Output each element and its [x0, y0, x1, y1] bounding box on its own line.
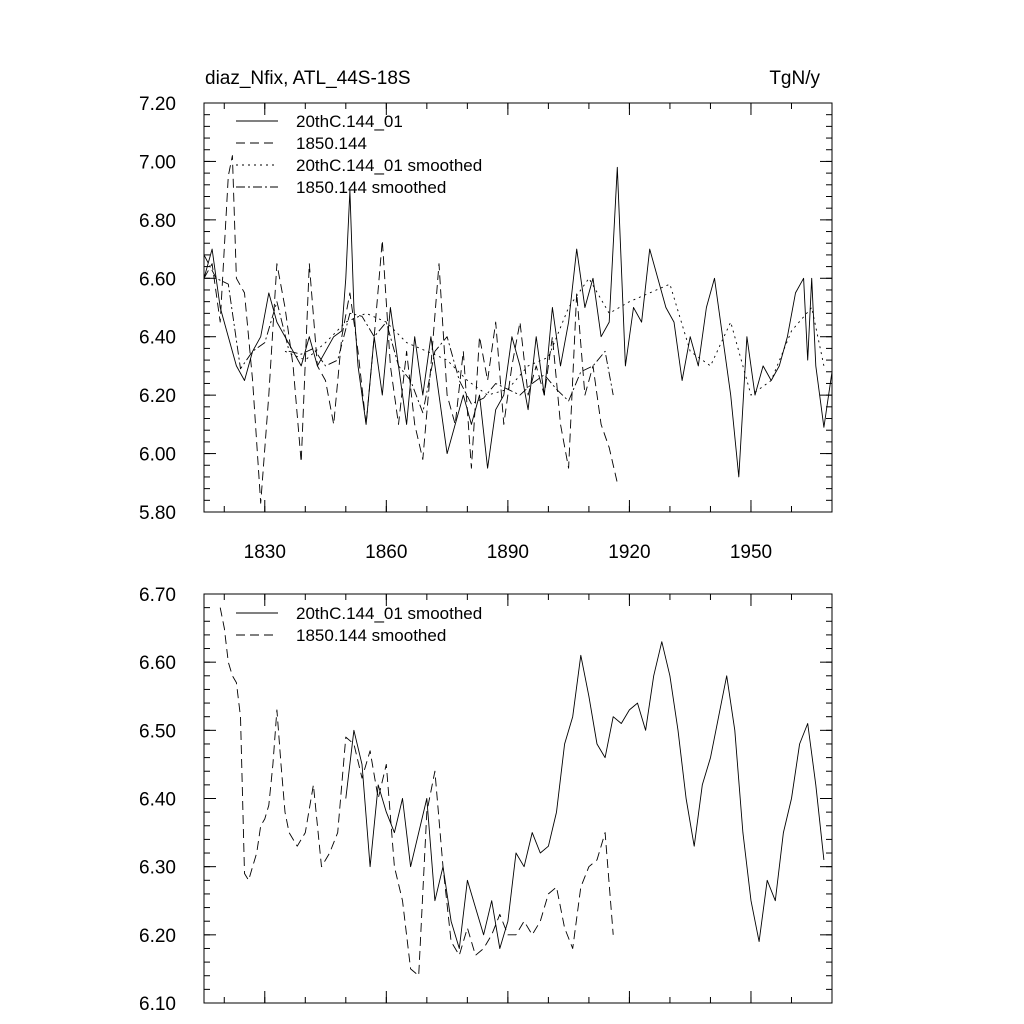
series-line-dashdot — [204, 254, 614, 414]
x-tick-label: 1860 — [365, 542, 407, 563]
y-tick-label: 6.10 — [139, 994, 176, 1015]
legend-label: 1850.144 smoothed — [296, 626, 446, 645]
y-tick-label: 6.60 — [139, 653, 176, 674]
series-line-solid — [204, 166, 832, 478]
x-tick-label: 1830 — [244, 542, 286, 563]
plot-frame — [203, 102, 833, 513]
legend-label: 20thC.144_01 smoothed — [296, 604, 482, 623]
y-tick-label: 7.20 — [139, 94, 176, 115]
y-tick-label: 6.30 — [139, 858, 176, 879]
series-line-solid — [345, 641, 825, 949]
y-tick-label: 6.40 — [139, 328, 176, 349]
y-tick-label: 6.00 — [139, 445, 176, 466]
y-tick-label: 6.70 — [139, 585, 176, 606]
top-panel: 7.20 7.00 6.80 6.60 6.40 6.20 6.00 5.80 1830 1860… — [139, 68, 833, 563]
bottom-panel: 6.70 6.60 6.50 6.40 6.30 6.20 6.10 20thC.144_01… — [139, 585, 833, 1015]
y-tick-label: 6.80 — [139, 211, 176, 232]
y-tick-label: 7.00 — [139, 152, 176, 173]
x-tick-label: 1890 — [487, 542, 529, 563]
series-line-dashed — [219, 607, 614, 977]
y-tick-label: 6.40 — [139, 790, 176, 811]
legend-label: 20thC.144_01 — [296, 112, 403, 131]
y-tick-label: 6.20 — [139, 386, 176, 407]
y-tick-label: 6.60 — [139, 269, 176, 290]
y-tick-label: 6.50 — [139, 721, 176, 742]
plot-frame — [203, 593, 833, 1004]
legend-label: 1850.144 smoothed — [296, 178, 446, 197]
legend-label: 20thC.144_01 smoothed — [296, 156, 482, 175]
series-line-dotted — [284, 277, 825, 396]
series-line-dashed — [204, 155, 618, 504]
x-tick-label: 1920 — [608, 542, 650, 563]
units-label: TgN/y — [769, 68, 820, 89]
x-tick-label: 1950 — [730, 542, 772, 563]
y-tick-label: 5.80 — [139, 503, 176, 524]
y-tick-label: 6.20 — [139, 926, 176, 947]
legend-label: 1850.144 — [296, 134, 367, 153]
chart-title: diaz_Nfix, ATL_44S-18S — [205, 68, 411, 89]
